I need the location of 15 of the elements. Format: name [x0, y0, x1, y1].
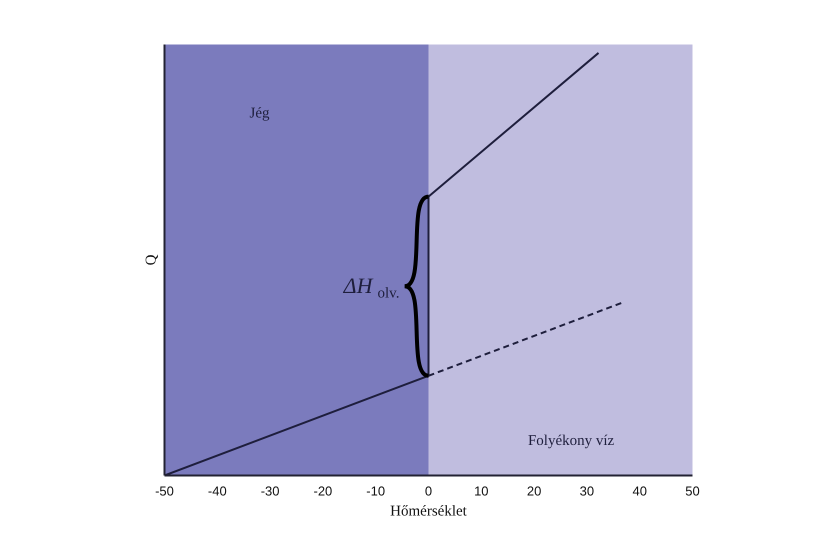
x-tick-label: 30 — [580, 484, 594, 498]
x-tick-label: -40 — [208, 484, 227, 498]
band-label: Folyékony víz — [528, 433, 615, 450]
x-tick-label: 50 — [685, 484, 700, 498]
x-tick-label: 10 — [474, 484, 489, 498]
band-label: Jég — [250, 105, 270, 122]
x-tick-label: 20 — [526, 484, 542, 498]
y-axis-title: Q — [144, 254, 160, 266]
x-tick-label: -50 — [155, 484, 174, 498]
x-axis-title: Hőmérséklet — [390, 504, 468, 520]
x-tick-label: 0 — [424, 484, 432, 498]
x-tick-label: 40 — [632, 484, 647, 498]
x-tick-label: -10 — [366, 484, 386, 498]
x-tick-label: -20 — [314, 484, 332, 498]
x-tick-label: -30 — [260, 484, 280, 498]
